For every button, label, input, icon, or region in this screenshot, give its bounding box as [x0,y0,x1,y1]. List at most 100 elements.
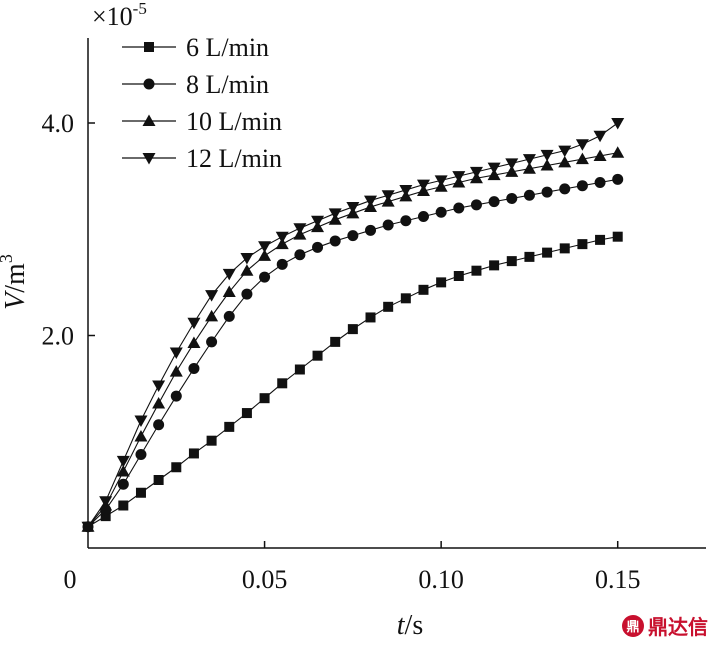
data-point [505,165,519,177]
legend-item: 12 L/min [122,144,282,173]
data-point [312,350,323,361]
y-axis-title-exp: 3 [0,254,16,263]
data-point [206,435,217,446]
watermark-logo-icon: 鼎 [622,614,644,637]
data-point [134,415,148,427]
data-point [311,215,325,228]
data-point [206,336,218,348]
legend-item: 10 L/min [122,107,282,136]
data-point [434,175,448,187]
data-point [489,260,500,271]
data-point [170,390,182,402]
data-point [224,421,235,432]
data-point [364,195,378,208]
data-point [576,180,588,192]
data-point [347,230,359,242]
data-point [188,448,199,459]
data-point [118,500,129,511]
data-point [365,312,376,323]
data-point [577,239,588,250]
y-axis-title: V/m3 [0,254,31,310]
x-axis-title-var: t [397,610,406,641]
x-origin-label: 0 [64,565,77,594]
data-point [294,249,306,261]
data-point [400,293,411,304]
data-point [365,224,377,236]
data-point [559,183,571,195]
data-point [347,324,358,335]
data-point [593,130,607,143]
data-point [81,521,95,534]
data-point [522,154,536,166]
data-point [611,118,625,130]
data-point [99,496,113,508]
data-point [436,277,447,288]
data-point [523,189,535,201]
y-multiplier-base: ×10 [92,2,133,31]
data-point [205,290,219,302]
data-point [540,149,554,162]
data-point [240,252,254,265]
x-tick-label: 0.10 [418,565,464,594]
data-point [382,219,394,231]
data-point [275,237,289,250]
data-point [506,256,517,267]
data-point [171,462,182,473]
data-point [506,192,518,204]
data-point [169,365,183,377]
series-line [87,236,618,528]
data-point [222,268,236,281]
legend-marker [144,42,154,52]
data-point [116,455,130,468]
data-point [152,397,166,409]
y-tick-label: 2.0 [42,322,75,351]
data-point [469,166,483,179]
data-point [612,231,623,242]
watermark: 鼎 鼎达信 [622,611,708,640]
legend-marker [142,153,156,165]
legend: 6 L/min 8 L/min 10 L/min 12 L/min [122,33,282,173]
data-point [418,284,429,295]
x-axis-title-unit: /s [405,610,424,641]
data-point [187,336,201,348]
data-point [471,265,482,276]
data-point [558,145,572,158]
data-point [558,155,572,168]
data-point [153,475,164,485]
data-point [593,149,607,161]
data-point [488,196,500,208]
x-tick-label: 0.05 [242,565,288,594]
legend-label: 10 L/min [186,107,282,136]
data-point [524,251,535,262]
data-point [594,177,606,188]
data-point [595,234,606,245]
watermark-text: 鼎达信 [648,615,708,639]
data-point [222,285,236,297]
legend-item: 6 L/min [122,33,269,62]
data-point [275,231,289,244]
data-point [259,393,270,404]
ticks: 0.05 0.10 0.15 2.0 4.0 [42,109,641,594]
data-point [330,336,341,347]
data-point [541,186,553,198]
data-point [542,247,553,258]
data-point [487,162,501,175]
data-point [152,380,166,392]
data-point [505,158,519,170]
data-point [135,449,147,460]
data-point [346,201,360,214]
data-point [329,235,341,247]
data-point [205,309,219,322]
data-point [453,202,465,214]
legend-label: 12 L/min [186,144,282,173]
y-axis-title-var: V [0,290,31,310]
data-point [116,465,130,477]
data-point [381,190,395,202]
data-point [241,288,253,300]
data-point [258,249,272,261]
legend-marker [143,78,155,90]
data-point [117,478,129,490]
data-point [435,206,447,218]
